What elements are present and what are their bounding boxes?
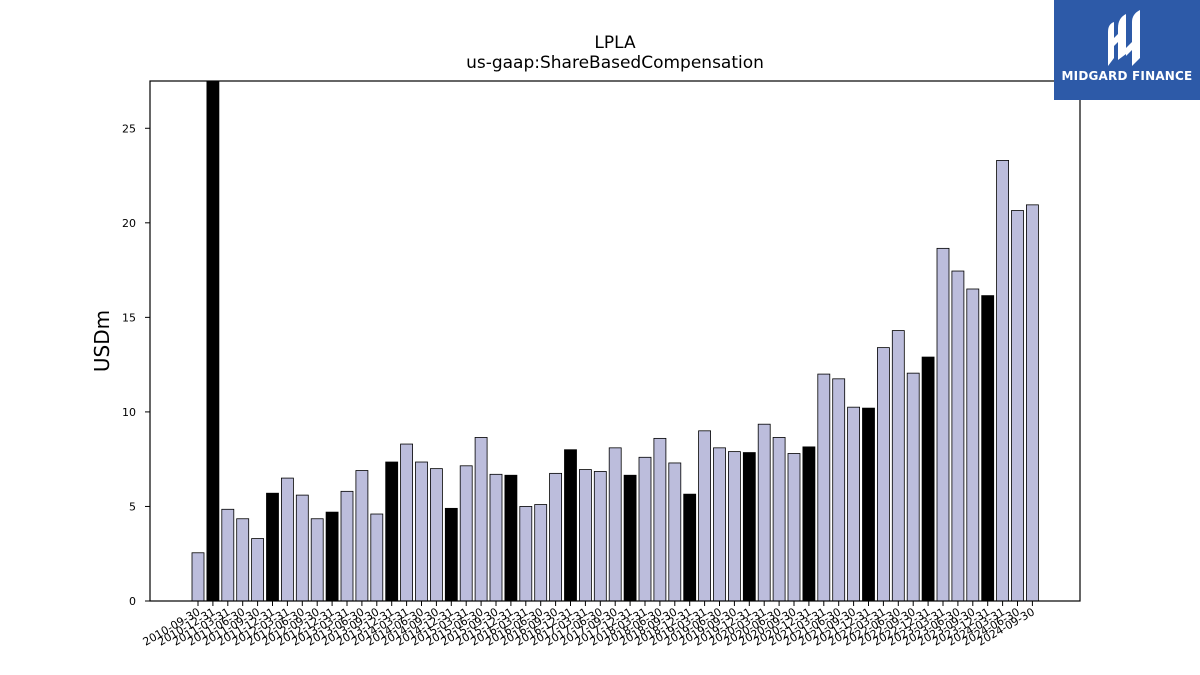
bar-2023-12-31 — [981, 295, 995, 602]
bar-2013-09-30 — [370, 513, 384, 602]
bar-2014-06-30 — [415, 461, 428, 602]
bar-2023-09-30 — [966, 288, 980, 602]
bar-2017-09-30 — [608, 447, 622, 602]
y-tick-label: 25 — [122, 122, 136, 135]
bar-2015-12-31 — [504, 474, 518, 602]
y-axis-label: USDm — [90, 310, 114, 372]
bar-2024-03-31 — [996, 160, 1009, 602]
plot-frame — [149, 80, 1081, 602]
bar-2012-03-31 — [280, 477, 294, 602]
bar-2011-06-30 — [236, 518, 250, 602]
bar-2020-12-31 — [802, 446, 816, 602]
brand-logo: MIDGARD FINANCE — [1054, 0, 1200, 100]
y-tick-label: 5 — [129, 500, 136, 513]
bar-2014-09-30 — [429, 468, 443, 602]
x-axis: 2010-09-302010-12-312011-03-312011-06-30… — [141, 601, 1037, 649]
bar-2010-09-30 — [191, 552, 205, 602]
brand-name: MIDGARD FINANCE — [1061, 69, 1193, 83]
bar-2015-09-30 — [489, 473, 503, 602]
bar-2017-12-31 — [623, 474, 637, 602]
bar-2021-06-30 — [832, 378, 846, 602]
bar-2018-03-31 — [638, 456, 652, 602]
bar-2016-09-30 — [549, 472, 562, 602]
y-tick-label: 0 — [129, 595, 136, 608]
bar-2018-09-30 — [668, 462, 682, 602]
bar-2023-03-31 — [936, 247, 950, 602]
bar-2013-03-31 — [340, 490, 354, 602]
bar-2012-12-31 — [325, 511, 339, 602]
bar-2022-12-31 — [921, 356, 935, 602]
bar-2015-06-30 — [474, 437, 488, 602]
bar-2019-06-30 — [713, 447, 726, 602]
bar-2022-09-30 — [906, 372, 920, 602]
bar-2020-06-30 — [772, 437, 786, 602]
bar-group — [191, 80, 1039, 602]
bar-2017-03-31 — [579, 469, 592, 602]
bar-2020-03-31 — [757, 423, 771, 602]
bar-2019-12-31 — [742, 452, 756, 602]
bar-2014-03-31 — [400, 443, 414, 602]
y-axis: 0 5 10 15 20 25 — [122, 122, 150, 608]
bar-2024-06-30 — [1011, 210, 1024, 602]
bar-2015-03-31 — [459, 465, 473, 602]
bar-2022-03-31 — [877, 347, 890, 602]
y-tick-label: 15 — [122, 311, 136, 324]
bar-2021-12-31 — [862, 407, 875, 602]
bar-2021-03-31 — [817, 373, 831, 602]
bar-2019-09-30 — [728, 451, 741, 602]
bar-2018-12-31 — [683, 493, 697, 602]
bar-2013-06-30 — [355, 470, 369, 602]
bar-2020-09-30 — [787, 453, 801, 602]
bar-2016-03-31 — [519, 506, 533, 602]
bar-2019-03-31 — [698, 430, 711, 602]
bar-2021-09-30 — [847, 406, 860, 602]
bar-2011-09-30 — [251, 538, 265, 602]
bar-2023-06-30 — [951, 270, 965, 602]
bar-2012-09-30 — [310, 518, 324, 602]
bar-2022-06-30 — [891, 330, 905, 602]
bar-2011-03-31 — [221, 508, 235, 602]
bar-2024-09-30 — [1026, 204, 1039, 602]
bar-2016-12-31 — [564, 449, 577, 602]
bar-2016-06-30 — [534, 504, 548, 602]
y-tick-label: 10 — [122, 406, 136, 419]
bar-2011-12-31 — [266, 492, 279, 602]
chart-subtitle: us-gaap:ShareBasedCompensation — [466, 53, 764, 73]
bar-2013-12-31 — [385, 461, 399, 602]
bar-2018-06-30 — [653, 437, 667, 602]
y-tick-label: 20 — [122, 217, 136, 230]
bar-2014-12-31 — [444, 507, 458, 602]
bar-2017-06-30 — [593, 471, 607, 602]
bar-2010-12-31 — [206, 80, 220, 602]
midgard-logo-icon — [1108, 10, 1140, 66]
bar-2012-06-30 — [295, 494, 309, 602]
chart-title: LPLA — [594, 33, 636, 53]
